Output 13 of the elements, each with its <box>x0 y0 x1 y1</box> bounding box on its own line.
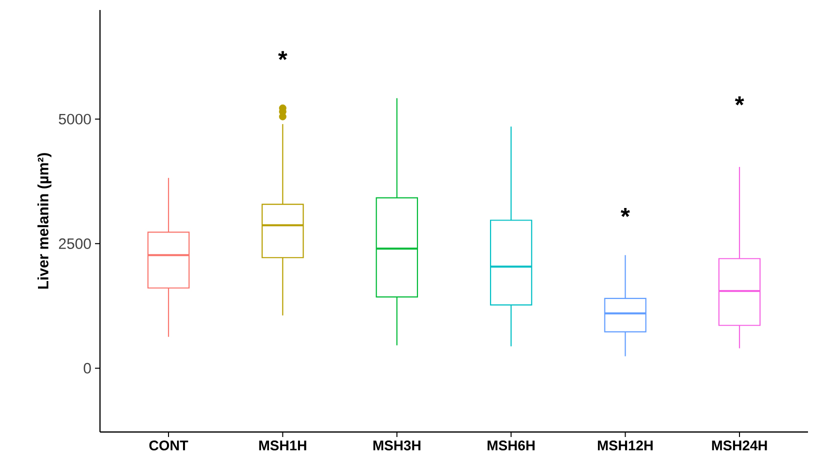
annotation: * <box>278 51 288 60</box>
x-tick-label: MSH1H <box>259 440 306 450</box>
y-tick-label: 2500 <box>58 238 91 249</box>
x-tick-label: MSH12H <box>598 440 653 450</box>
x-tick-label: MSH6H <box>488 440 535 450</box>
x-tick-label: MSH24H <box>712 440 767 450</box>
y-axis-title: Liver melanin (µm²) <box>37 153 52 289</box>
y-tick-label: 5000 <box>58 114 91 124</box>
annotation: * <box>620 208 630 217</box>
x-tick-label: CONT <box>149 440 188 450</box>
x-tick-label: MSH3H <box>373 440 420 450</box>
annotation: * <box>734 96 744 106</box>
y-tick-label: 0 <box>84 362 91 374</box>
